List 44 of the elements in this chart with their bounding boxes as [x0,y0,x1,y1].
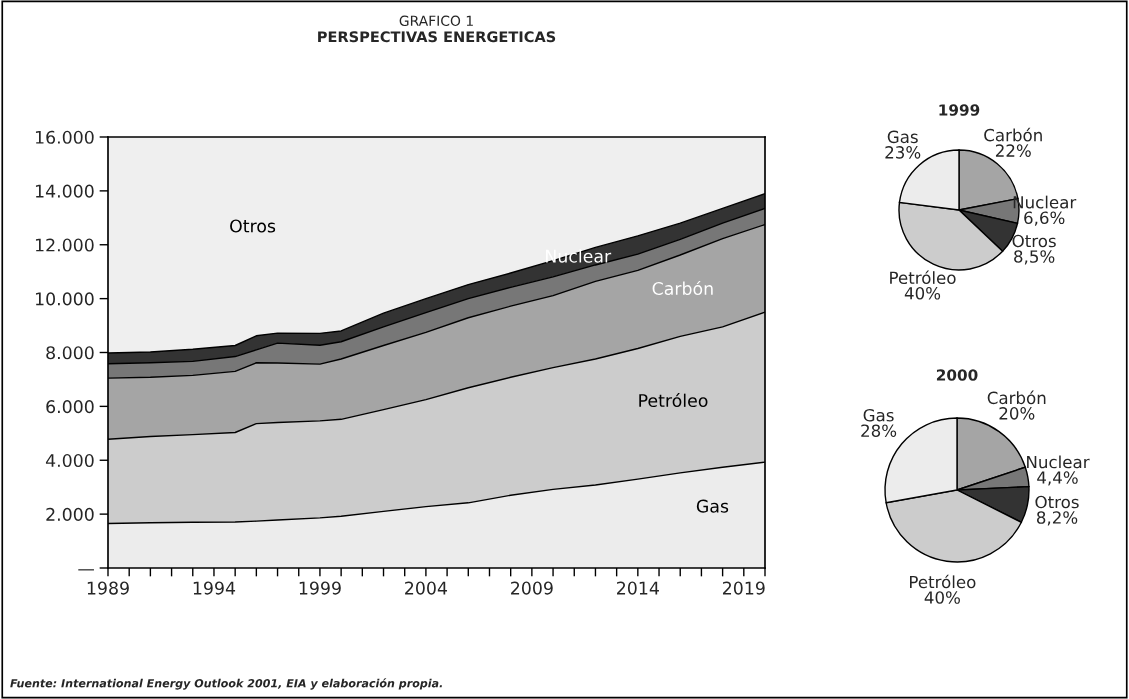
data-label: 23% [885,146,921,159]
annotation: Otros [230,219,276,233]
series-label: Petróleo [639,392,708,408]
data-label: 8,5% [1014,250,1055,265]
data-label: 22% [995,144,1031,157]
x-tick-label: 2014 [617,581,659,595]
data-label: 40% [904,286,941,300]
x-tick-label: 1989 [87,581,129,595]
x-tick-label: 2004 [405,581,448,595]
slice-label: Nuclear [1027,455,1090,469]
source-note: Fuente: International Energy Outlook 2001, EIA y elaboración propia. [10,678,442,690]
slice-label: Carbón [987,390,1046,405]
chart-subtitle: PERSPECTIVAS ENERGETICAS [318,31,556,43]
y-tick-label: 10.000 [35,292,94,306]
series-label: Gas [696,499,729,513]
slice-label: Petróleo [910,574,976,589]
y-tick-label: 8.000 [46,346,94,360]
data-label: 8,2% [1036,511,1078,526]
slice-label: Petróleo [890,270,956,285]
slice-label: Gas [887,130,918,144]
slice-label: Gas [863,408,894,422]
y-tick-label: 6.000 [46,400,94,414]
data-label: 40% [924,591,960,604]
y-tick-label: — [78,569,94,571]
x-tick-label: 2009 [511,581,553,595]
slice-label: Carbón [984,127,1042,142]
data-label: 20% [999,407,1035,420]
data-label: 6,6% [1024,211,1065,226]
y-tick-label: 12.000 [35,238,94,252]
chart-title: 2000 [936,369,978,381]
chart-title: 1999 [939,104,980,116]
chart-title: GRAFICO 1 [399,15,473,27]
data-label: 4,4% [1037,471,1078,486]
x-tick-label: 1994 [193,581,236,595]
x-tick-label: 1999 [299,581,341,595]
y-tick-label: 2.000 [46,507,94,521]
slice-label: Otros [1035,495,1079,509]
y-tick-label: 16.000 [35,130,94,144]
series-label: Carbón [652,280,713,296]
data-label: 28% [861,424,897,437]
x-tick-label: 2019 [722,581,765,595]
y-tick-label: 14.000 [35,184,94,198]
slice-label: Otros [1012,234,1056,248]
y-tick-label: 4.000 [45,453,94,468]
